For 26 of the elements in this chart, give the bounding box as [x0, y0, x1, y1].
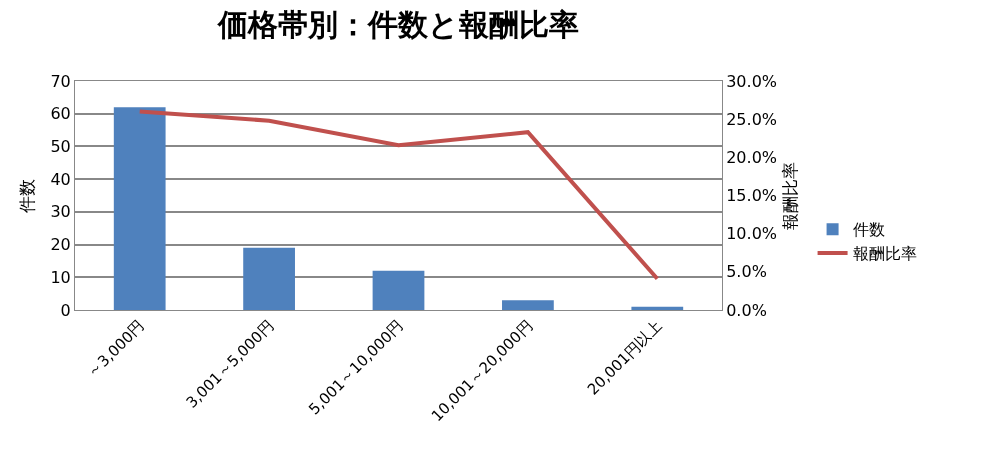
legend-label: 報酬比率 [852, 244, 917, 264]
y2-tick-label: 0.0% [726, 300, 767, 320]
bar [502, 300, 554, 310]
y2-tick-label: 20.0% [726, 147, 778, 167]
chart-title: 価格帯別：件数と報酬比率 [217, 7, 579, 43]
y-axis-title: 件数 [16, 178, 37, 213]
y2-tick-label: 10.0% [726, 224, 778, 244]
y2-axis-title: 報酬比率 [780, 161, 801, 230]
y-tick-label: 0 [60, 300, 71, 320]
legend-label: 件数 [852, 220, 885, 240]
bar [243, 247, 295, 310]
y2-tick-label: 15.0% [726, 186, 778, 206]
y-tick-label: 50 [50, 137, 71, 157]
y2-tick-label: 30.0% [726, 71, 778, 91]
y-tick-label: 10 [50, 267, 71, 287]
bar [631, 306, 684, 310]
y-tick-label: 70 [50, 71, 71, 91]
line-series [137, 109, 660, 281]
y-tick-label: 30 [50, 202, 71, 222]
bar [372, 270, 425, 310]
y2-tick-label: 25.0% [726, 109, 778, 129]
y-tick-label: 20 [50, 235, 71, 255]
y-tick-label: 60 [50, 104, 71, 124]
y-tick-label: 40 [50, 169, 71, 189]
bar [113, 107, 166, 310]
y2-tick-label: 5.0% [726, 262, 767, 282]
